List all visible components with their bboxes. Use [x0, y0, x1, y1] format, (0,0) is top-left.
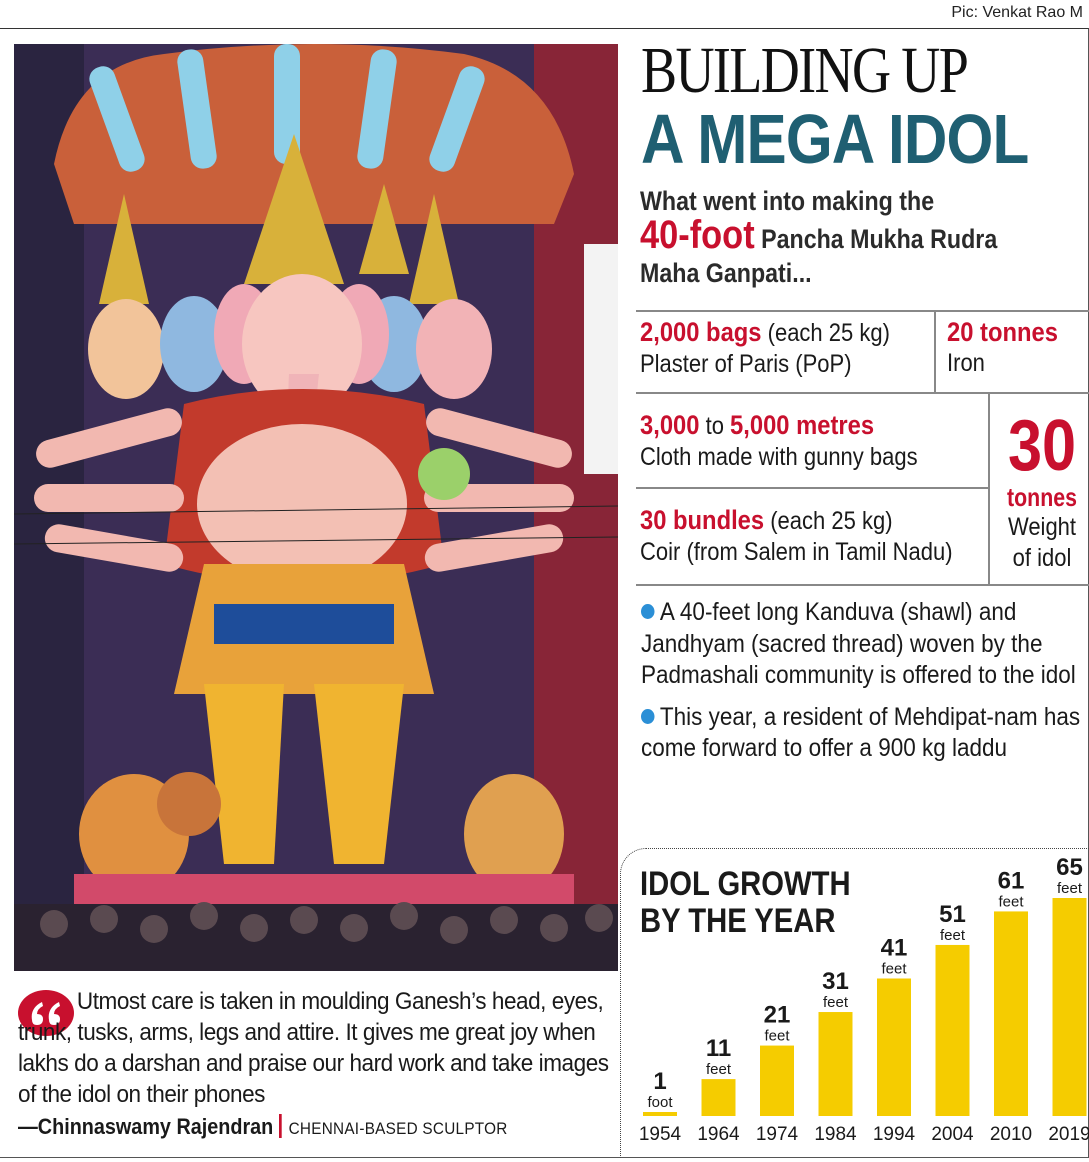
stat-cloth-value-max: 5,000 metres	[730, 410, 875, 440]
x-tick-label: 2019	[1048, 1124, 1089, 1145]
attribution-separator	[278, 1114, 282, 1138]
bar-2010	[994, 911, 1028, 1116]
bar-1964	[701, 1079, 736, 1116]
bullet-dot-icon	[641, 604, 655, 619]
x-tick-label: 1984	[814, 1124, 857, 1145]
bar-2019	[1052, 898, 1087, 1116]
stat-pop-detail: (each 25 kg)	[761, 319, 890, 347]
stat-cloth-label: Cloth made with gunny bags	[640, 443, 918, 471]
stat-cloth-range-word: to	[699, 412, 731, 440]
bar-1974	[760, 1045, 794, 1116]
stat-pop-value: 2,000 bags	[640, 317, 762, 347]
quote-text: Utmost care is taken in moulding Ganesh’…	[18, 988, 609, 1108]
idol-growth-chart: 1foot195411feet196421feet197431feet19844…	[639, 854, 1089, 1145]
bar-unit-label: feet	[706, 1061, 732, 1078]
bar-value-label: 41	[881, 934, 908, 961]
headline-line-1: BUILDING UP	[641, 34, 969, 107]
quote-mark-icon	[18, 990, 74, 1036]
bar-unit-label: foot	[647, 1094, 673, 1111]
intro-line-3: Maha Ganpati...	[640, 258, 812, 288]
x-tick-label: 2010	[990, 1124, 1032, 1145]
stat-weight-unit: tonnes	[1007, 482, 1077, 512]
bar-value-label: 11	[706, 1035, 731, 1062]
bar-value-label: 65	[1056, 854, 1083, 881]
stat-iron: 20 tonnes Iron	[947, 317, 1058, 379]
intro-line-1: What went into making the	[640, 186, 935, 216]
bar-unit-label: feet	[881, 960, 907, 977]
bullet-text: A 40-feet long Kanduva (shawl) and Jandh…	[641, 598, 1076, 689]
intro-text: What went into making the 40-foot Pancha…	[640, 184, 997, 290]
stat-coir: 30 bundles (each 25 kg) Coir (from Salem…	[640, 505, 953, 568]
stat-coir-label: Coir (from Salem in Tamil Nadu)	[640, 538, 953, 566]
bar-1994	[877, 978, 911, 1116]
divider	[636, 584, 1089, 586]
ganesh-idol-illustration	[14, 44, 618, 971]
stat-weight-label-1: Weight	[1007, 513, 1077, 541]
sculptor-quote: Utmost care is taken in moulding Ganesh’…	[18, 986, 618, 1139]
chart-title-line-1: IDOL GROWTH	[640, 865, 851, 903]
bar-unit-label: feet	[940, 927, 966, 944]
bullet-item: This year, a resident of Mehdipat-nam ha…	[641, 702, 1080, 765]
fact-bullets: A 40-feet long Kanduva (shawl) and Jandh…	[641, 597, 1081, 775]
stat-pop: 2,000 bags (each 25 kg) Plaster of Paris…	[640, 317, 890, 380]
chart-frame	[620, 848, 1089, 1158]
bullet-text: This year, a resident of Mehdipat-nam ha…	[641, 702, 1081, 763]
bar-1954	[643, 1112, 677, 1116]
divider	[934, 312, 936, 392]
bar-unit-label: feet	[764, 1028, 790, 1045]
x-tick-label: 1994	[873, 1124, 916, 1145]
stat-coir-detail: (each 25 kg)	[764, 507, 893, 535]
x-tick-label: 1954	[639, 1124, 682, 1145]
chart-title: IDOL GROWTH BY THE YEAR	[640, 866, 851, 940]
stat-weight: 30 tonnes Weight of idol	[998, 410, 1086, 574]
idol-photo	[14, 44, 618, 971]
stat-iron-value: 20 tonnes	[947, 317, 1058, 347]
intro-highlight: 40-foot	[640, 213, 755, 257]
bar-value-label: 61	[998, 867, 1025, 894]
bar-unit-label: feet	[998, 893, 1024, 910]
divider	[636, 487, 988, 489]
bar-value-label: 51	[939, 901, 966, 928]
bar-2004	[935, 944, 970, 1116]
stat-weight-label-2: of idol	[1012, 544, 1072, 572]
quote-author: —Chinnaswamy Rajendran	[18, 1114, 274, 1139]
x-tick-label: 1964	[697, 1124, 740, 1145]
divider	[636, 310, 1089, 312]
stat-weight-value: 30	[1007, 406, 1077, 486]
stat-iron-label: Iron	[947, 349, 985, 377]
bullet-item: A 40-feet long Kanduva (shawl) and Jandh…	[641, 597, 1080, 692]
divider	[636, 392, 1089, 394]
intro-line-2: 40-foot Pancha Mukha Rudra	[640, 215, 998, 256]
bar-value-label: 31	[822, 968, 849, 995]
bar-unit-label: feet	[823, 994, 849, 1011]
stat-coir-value: 30 bundles	[640, 505, 765, 535]
bar-value-label: 1	[653, 1068, 666, 1095]
stat-cloth: 3,000 to 5,000 metres Cloth made with gu…	[640, 410, 918, 473]
quote-attribution: —Chinnaswamy Rajendran CHENNAI-BASED SCUL…	[18, 1114, 508, 1140]
bar-1984	[818, 1012, 853, 1116]
divider	[988, 394, 990, 584]
quote-author-role: CHENNAI-BASED SCULPTOR	[288, 1119, 508, 1138]
bar-unit-label: feet	[1057, 880, 1083, 897]
stat-pop-label: Plaster of Paris (PoP)	[640, 350, 852, 378]
x-tick-label: 2004	[931, 1124, 974, 1145]
chart-title-line-2: BY THE YEAR	[640, 902, 836, 940]
headline-line-2: A MEGA IDOL	[641, 100, 1029, 178]
intro-line-2-rest: Pancha Mukha Rudra	[754, 224, 998, 254]
x-tick-label: 1974	[756, 1124, 799, 1145]
photo-credit: Pic: Venkat Rao M	[951, 4, 1083, 21]
bullet-dot-icon	[641, 708, 655, 724]
bar-value-label: 21	[764, 1002, 791, 1029]
stat-cloth-value-min: 3,000	[640, 410, 700, 440]
